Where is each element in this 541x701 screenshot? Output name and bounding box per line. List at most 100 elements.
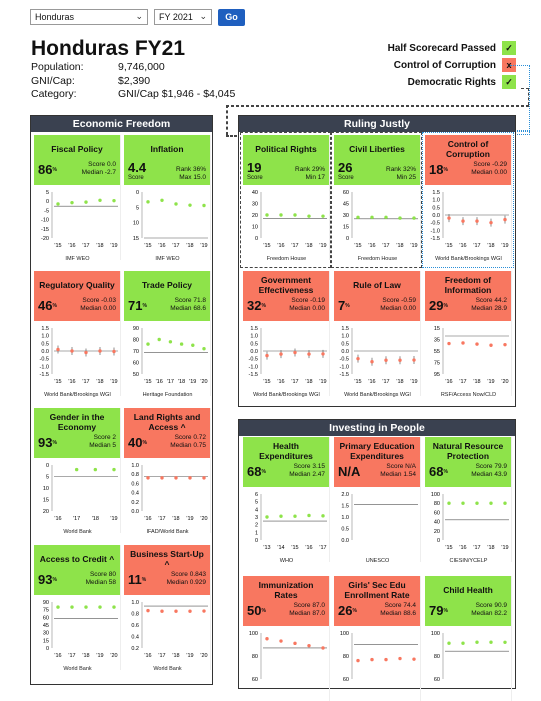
y-tick-label: 15 xyxy=(343,225,349,231)
y-tick-label: 90 xyxy=(133,326,139,332)
y-tick-label: 30 xyxy=(252,202,258,208)
source-label: World Bank xyxy=(63,666,92,672)
mini-chart: 1.5 1.00.5 0.0 -0.5-1.0 -1.5 '15 '16 '17 '18 '19 xyxy=(40,326,118,385)
indicator-card-health[interactable]: Health Expenditures 68% Score 3.15 Median… xyxy=(243,437,330,564)
indicator-value: 32% xyxy=(247,299,266,313)
data-point xyxy=(321,214,325,218)
value-text: 93 xyxy=(38,435,53,450)
card-values: 71% Score 71.8 Median 68.6 xyxy=(128,297,206,313)
y-tick-label: 60 xyxy=(434,510,440,516)
value-suffix: % xyxy=(52,577,57,583)
card-score: 93% xyxy=(38,573,57,587)
data-point xyxy=(84,350,88,355)
card-header: Access to Credit ^ 93% Score 80 Median 58 xyxy=(34,545,120,595)
y-tick-label: 60 xyxy=(343,190,349,196)
data-point xyxy=(475,640,479,644)
indicator-card-girls[interactable]: Girls' Sec Edu Enrollment Rate 26% Score… xyxy=(334,576,421,701)
selector-bar: Honduras ⌄ FY 2021 ⌄ Go xyxy=(30,9,245,29)
median-text: Median -2.7 xyxy=(81,169,116,176)
data-point xyxy=(160,476,164,480)
value-suffix: % xyxy=(142,303,147,309)
x-tick-label: '20 xyxy=(200,653,207,659)
card-side: Score 87.0 Median 87.0 xyxy=(289,602,325,618)
source-label: Freedom House xyxy=(357,256,398,262)
y-tick-label: 75 xyxy=(434,361,440,367)
card-score: 68% xyxy=(247,465,266,479)
data-point xyxy=(412,358,416,362)
data-point xyxy=(293,213,297,217)
x-tick-label: '19 xyxy=(501,243,508,249)
x-tick-label: '17 xyxy=(73,516,80,522)
indicator-card-corruption[interactable]: Control of Corruption 18% Score -0.29 Med… xyxy=(425,135,512,262)
indicator-card-natres[interactable]: Natural Resource Protection 68% Score 79… xyxy=(425,437,512,564)
y-tick-label: 0 xyxy=(46,199,49,205)
indicator-card-land[interactable]: Land Rights and Access ^ 40% Score 0.72 M… xyxy=(124,408,211,535)
indicator-card-polrights[interactable]: Political Rights 19 Score Rank 29% Min 17 … xyxy=(243,135,330,262)
indicator-card-fiscal[interactable]: Fiscal Policy 86% Score 0.0 Median -2.7 I… xyxy=(34,135,121,262)
y-tick-label: 75 xyxy=(43,608,49,614)
category-label: Category: xyxy=(31,88,77,100)
x-tick-label: '19 xyxy=(186,653,193,659)
indicator-card-gender[interactable]: Gender in the Economy 93% Score 2 Median … xyxy=(34,408,121,535)
data-point xyxy=(461,501,465,505)
source-label: Freedom House xyxy=(266,256,307,262)
y-tick-label: 45 xyxy=(343,202,349,208)
indicator-card-rulelaw[interactable]: Rule of Law 7% Score -0.59 Median 0.00 Wo… xyxy=(334,271,421,398)
data-point xyxy=(412,657,416,661)
data-point xyxy=(412,216,416,220)
indicator-card-credit[interactable]: Access to Credit ^ 93% Score 80 Median 58… xyxy=(34,545,121,672)
card-values: 7% Score -0.59 Median 0.00 xyxy=(338,297,416,313)
y-tick-label: 15 xyxy=(43,638,49,644)
country-select[interactable]: Honduras ⌄ xyxy=(30,9,148,25)
data-point xyxy=(307,214,311,218)
y-tick-label: 0.5 xyxy=(41,341,49,347)
mini-chart: 60 45 30 15 0 '15 '16 '17 '18 '19 xyxy=(343,190,418,249)
highlight-box xyxy=(240,132,331,268)
indicator-card-goveff[interactable]: Government Effectiveness 32% Score -0.19… xyxy=(243,271,330,398)
indicator-name: Freedom of Information xyxy=(444,274,492,295)
panel-title: Economic Freedom xyxy=(31,116,212,132)
x-tick-label: '17 xyxy=(473,243,480,249)
mini-chart: 6 54 3 21 0 '13 '14 '15 '16 '17 xyxy=(255,492,327,551)
card-score: 46% xyxy=(38,299,57,313)
indicator-card-civlib[interactable]: Civil Liberties 26 Score Rank 32% Min 25 F… xyxy=(334,135,421,262)
y-tick-label: 15 xyxy=(133,236,139,242)
x-tick-label: '15 xyxy=(144,243,151,249)
y-tick-label: 1 xyxy=(255,530,258,536)
data-point xyxy=(279,352,283,356)
x-tick-label: '16 xyxy=(54,653,61,659)
go-button[interactable]: Go xyxy=(218,9,245,26)
card-values: 50% Score 87.0 Median 87.0 xyxy=(247,602,325,618)
x-tick-label: '20 xyxy=(200,516,207,522)
check-icon: ✓ xyxy=(502,75,516,89)
indicator-card-inflation[interactable]: Inflation 4.4 Score Rank 36% Max 15.0 IMF … xyxy=(124,135,211,262)
card-side: Rank 36% Max 15.0 xyxy=(176,166,206,182)
card-header: Government Effectiveness 32% Score -0.19… xyxy=(243,271,329,321)
data-point xyxy=(384,215,388,219)
indicator-card-foi[interactable]: Freedom of Information 29% Score 44.2 Med… xyxy=(425,271,512,398)
indicator-card-primary[interactable]: Primary Education Expenditures N/A Score… xyxy=(334,437,421,564)
x-tick-label: '15 xyxy=(354,379,361,385)
year-select[interactable]: FY 2021 ⌄ xyxy=(154,9,212,25)
card-score: 7% xyxy=(338,299,350,313)
indicator-card-startup[interactable]: Business Start-Up ^ 11% Score 0.843 Media… xyxy=(124,545,211,672)
indicator-card-immun[interactable]: Immunization Rates 50% Score 87.0 Median … xyxy=(243,576,330,701)
x-tick-label: '16 xyxy=(144,653,151,659)
card-values: 68% Score 79.9 Median 43.9 xyxy=(429,463,507,479)
indicator-card-trade[interactable]: Trade Policy 71% Score 71.8 Median 68.6 H… xyxy=(124,271,211,398)
card-header: Child Health 79% Score 90.9 Median 82.2 xyxy=(425,576,511,626)
indicator-card-child[interactable]: Child Health 79% Score 90.9 Median 82.2 1… xyxy=(425,576,512,701)
category-value: GNI/Cap $1,946 - $4,045 xyxy=(118,88,236,100)
summary-label: Control of Corruption xyxy=(393,59,496,71)
card-header: Control of Corruption 18% Score -0.29 Med… xyxy=(425,135,511,185)
y-tick-label: 3 xyxy=(255,515,258,521)
score-text: Score 0.843 xyxy=(170,571,206,578)
value-text: 11 xyxy=(128,572,142,587)
indicator-card-regulatory[interactable]: Regulatory Quality 46% Score -0.03 Median… xyxy=(34,271,121,398)
data-point xyxy=(447,216,451,220)
x-tick-label: '16 xyxy=(368,379,375,385)
data-point xyxy=(461,219,465,223)
data-point xyxy=(356,658,360,663)
y-tick-label: 1.0 xyxy=(341,334,349,340)
x-tick-label: '17 xyxy=(158,516,165,522)
